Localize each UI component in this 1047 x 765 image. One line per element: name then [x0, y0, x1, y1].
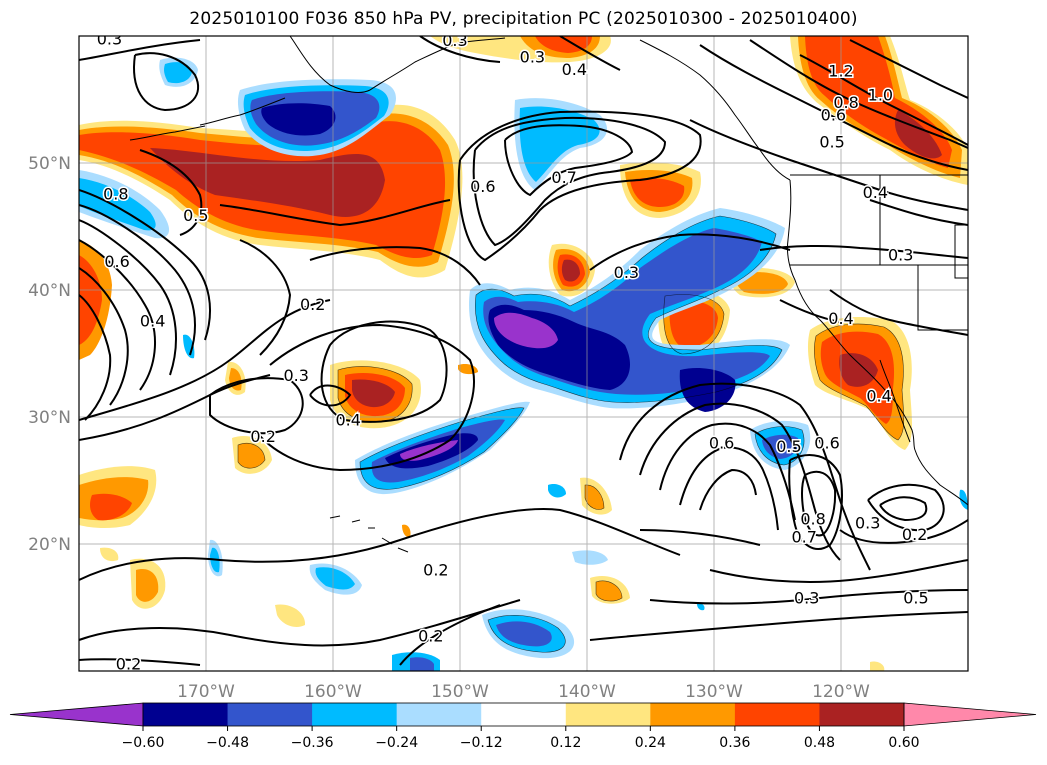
contour-label: 0.6 [814, 433, 839, 452]
contour-label: 1.0 [868, 85, 893, 104]
contour-label: 0.2 [418, 626, 443, 645]
colorbar-tick-label: −0.60 [122, 735, 165, 751]
colorbar-tick-label: −0.36 [291, 735, 334, 751]
contour-label: 0.4 [336, 411, 361, 430]
map-area: 0.30.4 1.21.00.80.60.50.70.60.80.50.40.30… [79, 30, 968, 673]
precip-outline-layer [237, 215, 905, 653]
contour-label: 0.4 [562, 60, 587, 79]
contour-label: 0.6 [104, 252, 129, 271]
contour-label: 0.5 [183, 206, 208, 225]
lat-label-50n: 50°N [28, 154, 71, 174]
lon-label-130w: 130°W [685, 682, 743, 702]
contour-label: 0.6 [709, 433, 734, 452]
colorbar-swatch [565, 703, 651, 726]
coastlines [129, 36, 968, 553]
chart-title: 2025010100 F036 850 hPa PV, precipitatio… [189, 9, 858, 29]
contour-label: 0.3 [442, 31, 467, 50]
contour-label: 0.3 [614, 263, 639, 282]
colorbar-tick-label: −0.24 [375, 735, 418, 751]
contour-label: 0.4 [866, 386, 891, 405]
contour-label: 0.4 [863, 183, 888, 202]
colorbar-tick-label: 0.48 [804, 735, 835, 751]
colorbar-swatch [396, 703, 482, 726]
precip-fill-layer [79, 36, 968, 671]
lon-labels: 170°W 160°W 150°W 140°W 130°W 120°W [177, 682, 870, 702]
contour-label: 0.3 [794, 588, 819, 607]
pv-contours [79, 36, 968, 666]
contour-label: 0.2 [116, 654, 141, 673]
colorbar-tick-label: 0.12 [550, 735, 581, 751]
contour-label: 0.5 [903, 588, 928, 607]
lat-labels: 50°N 40°N 30°N 20°N [28, 154, 71, 555]
contour-label: 0.2 [902, 525, 927, 544]
contour-label: 1.2 [828, 61, 853, 80]
contour-label: 0.8 [800, 510, 825, 529]
contour-label: 0.4 [140, 311, 165, 330]
contour-label: 0.6 [821, 106, 846, 125]
contour-label: 0.7 [791, 527, 816, 546]
contour-label: 0.3 [283, 366, 308, 385]
colorbar-extend-min [9, 702, 144, 727]
contour-label: 0.3 [855, 513, 880, 532]
colorbar-tick-label: −0.12 [460, 735, 503, 751]
contour-label: 0.2 [300, 295, 325, 314]
contour-label: 0.2 [423, 560, 448, 579]
lon-label-140w: 140°W [558, 682, 616, 702]
contour-label: 0.4 [828, 309, 853, 328]
colorbar: −0.60 −0.48 −0.36 −0.24 −0.12 0.12 0.24 0.36 0.4… [9, 702, 1037, 751]
lon-label-120w: 120°W [812, 682, 870, 702]
lon-label-170w: 170°W [177, 682, 235, 702]
contour-label: 0.3 [520, 47, 545, 66]
lon-label-160w: 160°W [304, 682, 362, 702]
contour-label: 0.8 [833, 93, 858, 112]
contour-label-layer: 0.30.4 1.21.00.80.60.50.70.60.80.50.40.30… [95, 30, 930, 673]
gridlines [79, 36, 968, 671]
colorbar-outline [142, 702, 905, 727]
colorbar-tick-label: 0.60 [888, 735, 919, 751]
contour-label: 0.5 [819, 132, 844, 151]
colorbar-swatch [312, 703, 398, 726]
colorbar-swatch [650, 703, 736, 726]
contour-label: 0.3 [888, 245, 913, 264]
contour-label: 0.2 [250, 427, 275, 446]
colorbar-extend-max [903, 702, 1037, 727]
colorbar-tick-label: −0.48 [206, 735, 249, 751]
colorbar-swatch [227, 703, 313, 726]
colorbar-swatch [819, 703, 905, 726]
contour-label: 0.8 [103, 184, 128, 203]
contour-label: 0.5 [776, 437, 801, 456]
colorbar-swatch [143, 703, 229, 726]
contour-label: 0.3 [97, 30, 122, 49]
colorbar-swatch [734, 703, 820, 726]
lat-label-20n: 20°N [28, 535, 71, 555]
contour-label: 0.7 [551, 168, 576, 187]
map-frame [78, 35, 969, 672]
colorbar-tick-label: 0.24 [635, 735, 666, 751]
colorbar-swatch [481, 703, 567, 726]
lat-label-30n: 30°N [28, 408, 71, 428]
colorbar-tick-label: 0.36 [719, 735, 750, 751]
contour-label: 0.6 [470, 177, 495, 196]
lat-label-40n: 40°N [28, 281, 71, 301]
lon-label-150w: 150°W [431, 682, 489, 702]
